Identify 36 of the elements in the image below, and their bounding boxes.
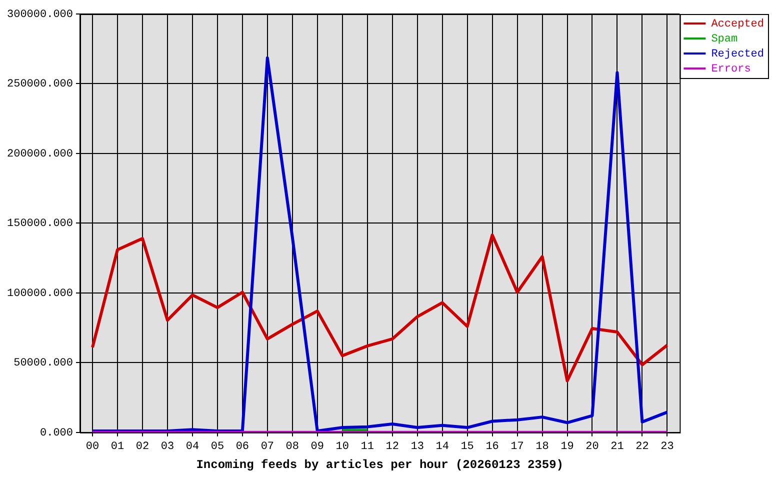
x-tick-label: 23	[660, 440, 674, 453]
legend-label: Rejected	[711, 48, 764, 60]
legend-label: Spam	[711, 33, 738, 46]
y-tick-label: 200000.000	[6, 148, 74, 160]
x-tick-label: 04	[186, 440, 200, 453]
x-tick-label: 10	[336, 440, 349, 453]
x-tick-label: 03	[160, 440, 174, 453]
x-tick-label: 01	[110, 440, 124, 453]
x-tick-label: 22	[636, 440, 649, 453]
y-tick-label: 0.000	[40, 427, 74, 440]
x-tick-label: 00	[86, 440, 100, 453]
x-tick-label: 21	[610, 440, 624, 453]
x-tick-label: 20	[586, 440, 599, 453]
x-tick-label: 18	[536, 440, 549, 453]
x-tick-label: 16	[486, 440, 499, 453]
x-tick-label: 06	[236, 440, 250, 453]
x-axis-title: Incoming feeds by articles per hour (20260123 2359)	[196, 458, 564, 472]
x-tick-label: 07	[260, 440, 274, 453]
x-tick-label: 02	[136, 440, 150, 453]
y-tick-label: 50000.000	[14, 358, 74, 370]
y-tick-label: 150000.000	[6, 218, 74, 230]
legend-label: Errors	[711, 63, 751, 76]
x-tick-label: 15	[460, 440, 474, 453]
x-tick-label: 12	[386, 440, 399, 453]
y-tick-label: 250000.000	[6, 78, 74, 91]
x-tick-label: 13	[410, 440, 424, 453]
y-tick-label: 100000.000	[6, 288, 74, 300]
y-tick-label: 300000.000	[6, 8, 74, 21]
x-tick-label: 09	[310, 440, 324, 453]
x-tick-label: 08	[286, 440, 299, 453]
x-tick-label: 11	[360, 440, 374, 453]
x-tick-label: 14	[436, 440, 450, 453]
x-tick-label: 19	[560, 440, 574, 453]
legend-label: Accepted	[711, 18, 764, 30]
x-tick-label: 17	[510, 440, 524, 453]
x-tick-label: 05	[210, 440, 224, 453]
